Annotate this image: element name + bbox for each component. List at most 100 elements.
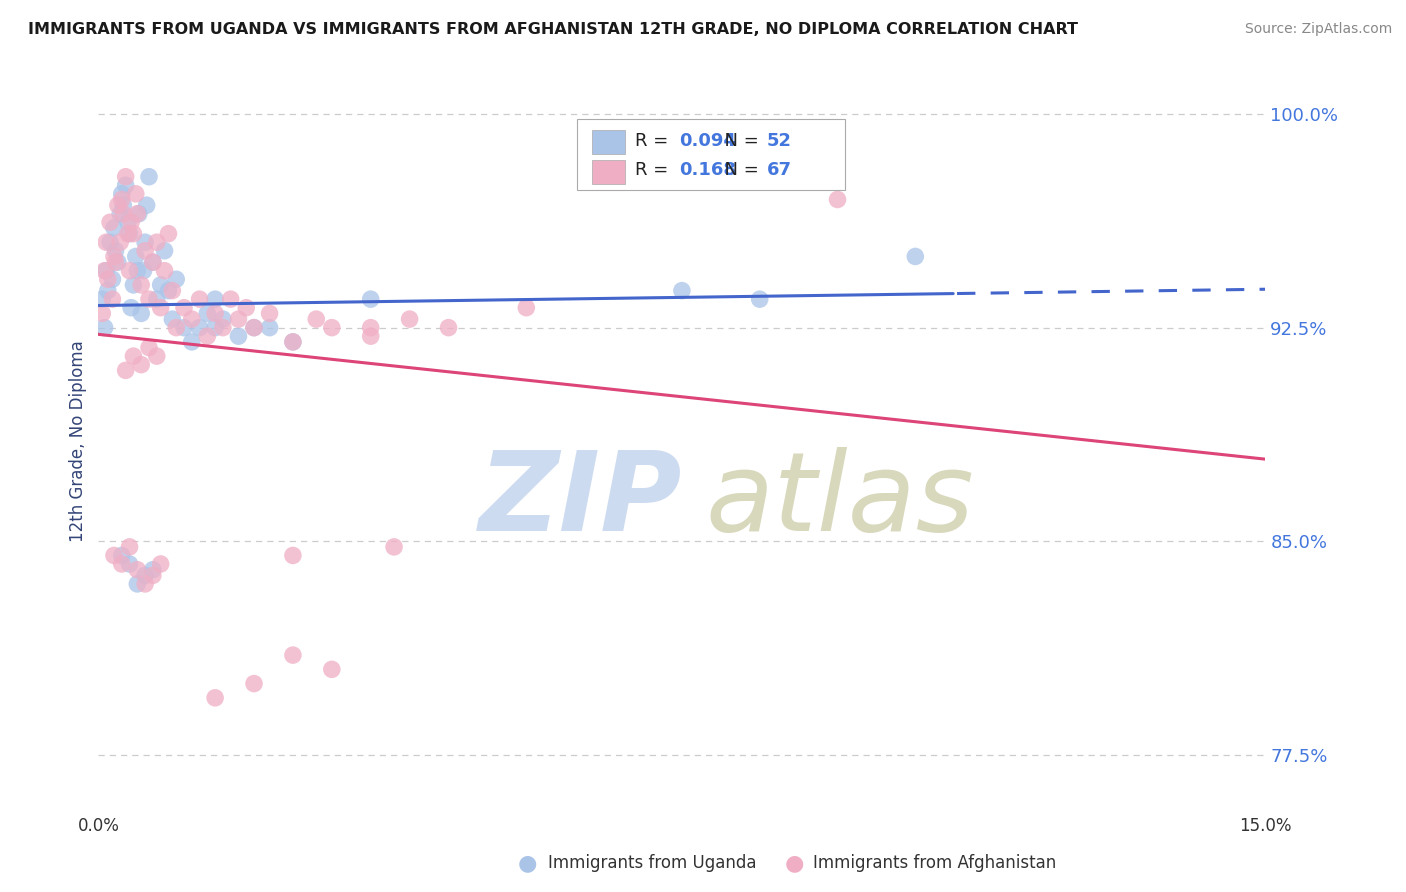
Point (127, 263, 149, 277)
Point (134, 244, 156, 258)
Point (122, 277, 145, 292)
Point (101, 272, 124, 286)
Point (243, 320, 266, 334)
Point (134, 235, 156, 250)
Point (259, 320, 281, 334)
Point (101, 292, 124, 306)
Point (107, 198, 129, 212)
Point (360, 292, 382, 306)
Text: R =: R = (636, 161, 675, 179)
Point (91, 292, 114, 306)
Point (111, 549, 134, 563)
Point (195, 329, 218, 343)
Point (103, 221, 125, 235)
Point (128, 207, 150, 221)
Point (120, 301, 142, 315)
Point (138, 292, 160, 306)
Point (93, 320, 115, 334)
Text: 52: 52 (768, 132, 792, 150)
Point (281, 334, 304, 349)
Point (173, 320, 195, 334)
Point (259, 306, 281, 320)
Text: ●: ● (517, 854, 537, 873)
Point (91, 306, 114, 320)
Point (212, 312, 235, 326)
Text: ●: ● (785, 854, 804, 873)
Point (204, 320, 226, 334)
Point (243, 676, 266, 690)
Point (93, 263, 115, 277)
Point (188, 320, 211, 334)
Point (125, 250, 148, 264)
Point (142, 255, 165, 269)
FancyBboxPatch shape (592, 160, 624, 184)
Point (153, 263, 176, 277)
Point (219, 292, 242, 306)
Point (382, 540, 405, 554)
Point (204, 690, 226, 705)
Text: Immigrants from Afghanistan: Immigrants from Afghanistan (813, 855, 1056, 872)
Text: Source: ZipAtlas.com: Source: ZipAtlas.com (1244, 22, 1392, 37)
Point (122, 349, 145, 363)
Point (98, 235, 121, 250)
Point (127, 563, 149, 577)
Point (135, 198, 157, 212)
Point (515, 301, 537, 315)
Point (114, 363, 136, 377)
Point (118, 263, 141, 277)
Point (165, 272, 187, 286)
Point (153, 244, 176, 258)
Point (748, 292, 770, 306)
Point (157, 227, 180, 241)
Point (281, 334, 304, 349)
Point (114, 169, 136, 184)
Point (188, 292, 211, 306)
Point (437, 320, 460, 334)
Point (127, 577, 149, 591)
Point (111, 557, 134, 571)
Point (321, 662, 343, 676)
Point (360, 329, 382, 343)
Point (142, 568, 165, 582)
Point (157, 284, 180, 298)
Point (138, 169, 160, 184)
Point (165, 320, 187, 334)
Text: N =: N = (713, 132, 765, 150)
Point (204, 306, 226, 320)
Point (104, 244, 127, 258)
Point (122, 227, 145, 241)
Point (117, 215, 139, 229)
Point (281, 549, 304, 563)
Text: N =: N = (713, 161, 765, 179)
Point (235, 301, 257, 315)
Point (114, 178, 136, 193)
Point (112, 198, 135, 212)
Point (180, 312, 202, 326)
Point (162, 312, 184, 326)
Point (173, 301, 195, 315)
Point (111, 186, 134, 201)
Point (129, 277, 152, 292)
Point (904, 250, 927, 264)
Text: 67: 67 (768, 161, 792, 179)
Point (96, 263, 118, 277)
Point (97, 284, 120, 298)
Point (96, 235, 118, 250)
Point (118, 557, 141, 571)
Point (146, 292, 169, 306)
Point (120, 215, 142, 229)
FancyBboxPatch shape (592, 130, 624, 154)
Point (132, 263, 155, 277)
Text: atlas: atlas (706, 447, 974, 554)
Point (228, 329, 250, 343)
Point (142, 563, 165, 577)
Point (360, 320, 382, 334)
Point (104, 255, 127, 269)
Point (98, 215, 121, 229)
Point (129, 306, 152, 320)
Text: ZIP: ZIP (478, 447, 682, 554)
Point (149, 557, 172, 571)
Point (398, 312, 420, 326)
Point (125, 186, 148, 201)
Point (134, 568, 156, 582)
